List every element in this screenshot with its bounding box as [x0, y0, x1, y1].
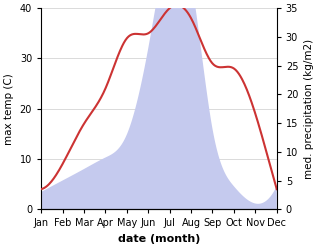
Y-axis label: med. precipitation (kg/m2): med. precipitation (kg/m2)	[304, 39, 314, 179]
X-axis label: date (month): date (month)	[118, 234, 200, 244]
Y-axis label: max temp (C): max temp (C)	[4, 73, 14, 145]
